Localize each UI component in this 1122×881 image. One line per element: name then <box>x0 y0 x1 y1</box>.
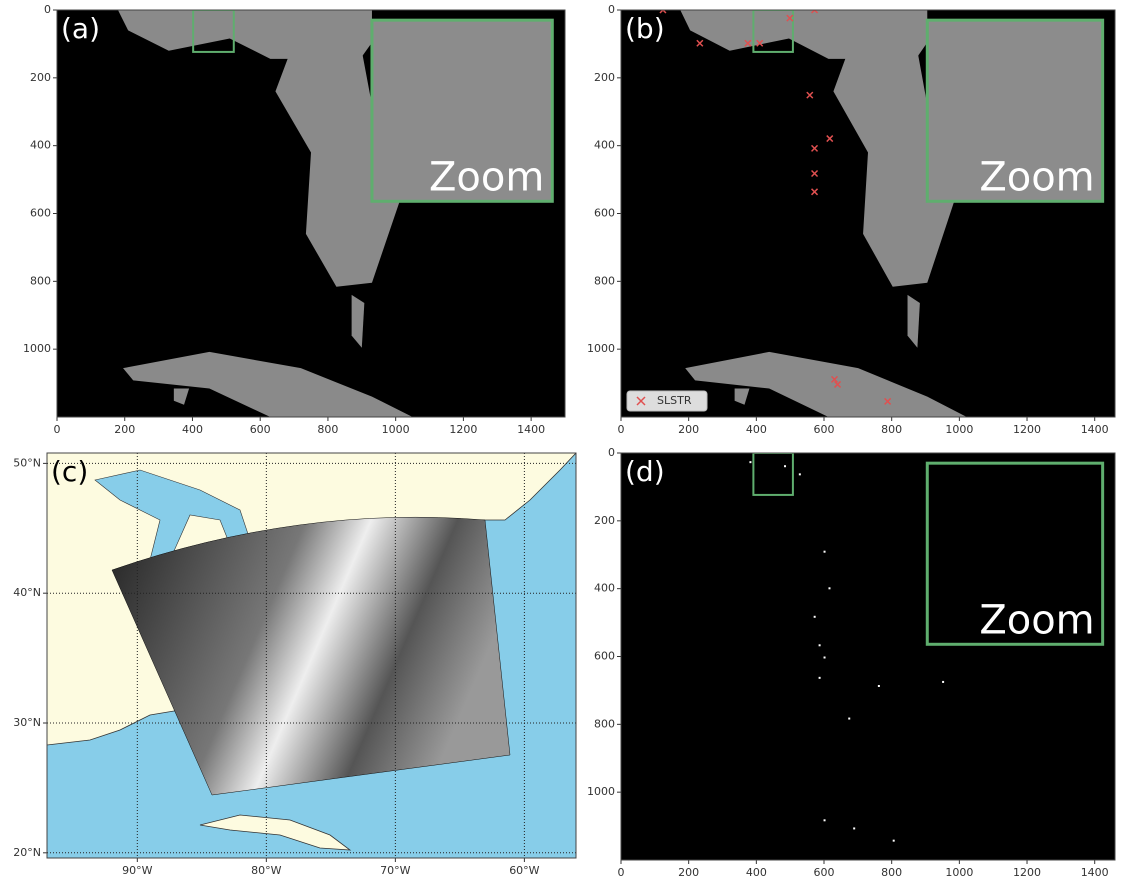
x-tick-label: 800 <box>881 866 902 879</box>
x-tick-label: 0 <box>618 423 625 436</box>
x-tick-label: 1000 <box>945 866 973 879</box>
pixel <box>942 681 944 683</box>
panel: Zoom <box>621 7 1115 417</box>
y-tick-label: 800 <box>594 717 615 730</box>
y-tick-label: 40°N <box>13 586 41 599</box>
pixel <box>824 551 826 553</box>
x-tick-label: 200 <box>678 866 699 879</box>
pixel <box>878 685 880 687</box>
x-tick-label: 1400 <box>1081 866 1109 879</box>
y-tick-label: 400 <box>594 582 615 595</box>
panel-label: (a) <box>61 12 100 45</box>
pixel <box>799 473 801 475</box>
y-tick-label: 600 <box>30 207 51 220</box>
x-tick-label: 400 <box>182 423 203 436</box>
panel-label: (b) <box>625 12 665 45</box>
x-tick-label: 90°W <box>122 864 152 877</box>
x-tick-label: 1400 <box>517 423 545 436</box>
pixel <box>819 644 821 646</box>
y-tick-label: 1000 <box>23 342 51 355</box>
x-tick-label: 400 <box>746 866 767 879</box>
x-tick-label: 1000 <box>945 423 973 436</box>
y-tick-label: 200 <box>30 71 51 84</box>
zoom-label: Zoom <box>429 154 544 200</box>
x-tick-label: 1200 <box>449 423 477 436</box>
x-tick-label: 800 <box>881 423 902 436</box>
y-tick-label: 50°N <box>13 456 41 469</box>
pixel <box>749 461 751 463</box>
y-tick-label: 20°N <box>13 846 41 859</box>
y-tick-label: 600 <box>594 650 615 663</box>
y-tick-label: 0 <box>608 3 615 16</box>
x-tick-label: 200 <box>678 423 699 436</box>
panel: Zoom <box>621 453 1115 860</box>
pixel <box>819 677 821 679</box>
x-tick-label: 70°W <box>380 864 410 877</box>
x-tick-label: 600 <box>250 423 271 436</box>
y-tick-label: 200 <box>594 71 615 84</box>
x-tick-label: 600 <box>814 423 835 436</box>
y-tick-label: 400 <box>594 139 615 152</box>
y-tick-label: 800 <box>30 274 51 287</box>
pixel <box>828 587 830 589</box>
y-tick-label: 1000 <box>587 785 615 798</box>
pixel <box>824 819 826 821</box>
figure: Zoom 0 200 400 600 800 1000 1200 1400 0 200 400 600 8… <box>0 0 1122 881</box>
x-tick-label: 1200 <box>1013 423 1041 436</box>
y-tick-label: 200 <box>594 514 615 527</box>
pixel <box>784 465 786 467</box>
y-tick-label: 30°N <box>13 716 41 729</box>
pixel <box>848 718 850 720</box>
legend-label: SLSTR <box>657 394 692 407</box>
y-tick-label: 0 <box>44 3 51 16</box>
x-tick-label: 0 <box>618 866 625 879</box>
x-tick-label: 200 <box>114 423 135 436</box>
y-tick-label: 1000 <box>587 342 615 355</box>
y-tick-label: 0 <box>608 446 615 459</box>
pixel <box>824 657 826 659</box>
x-tick-label: 0 <box>54 423 61 436</box>
y-tick-label: 600 <box>594 207 615 220</box>
panel-label: (d) <box>625 455 665 488</box>
zoom-label: Zoom <box>979 597 1094 643</box>
panel-label: (c) <box>51 455 88 488</box>
pixel <box>893 840 895 842</box>
x-tick-label: 60°W <box>509 864 539 877</box>
panel: Zoom <box>57 10 565 417</box>
x-tick-label: 80°W <box>251 864 281 877</box>
pixel <box>853 827 855 829</box>
y-tick-label: 400 <box>30 139 51 152</box>
y-tick-label: 800 <box>594 274 615 287</box>
zoom-label: Zoom <box>979 154 1094 200</box>
x-tick-label: 600 <box>814 866 835 879</box>
x-tick-label: 1200 <box>1013 866 1041 879</box>
pixel <box>814 616 816 618</box>
x-tick-label: 400 <box>746 423 767 436</box>
panel <box>47 453 576 858</box>
x-tick-label: 800 <box>317 423 338 436</box>
x-tick-label: 1400 <box>1081 423 1109 436</box>
x-tick-label: 1000 <box>382 423 410 436</box>
